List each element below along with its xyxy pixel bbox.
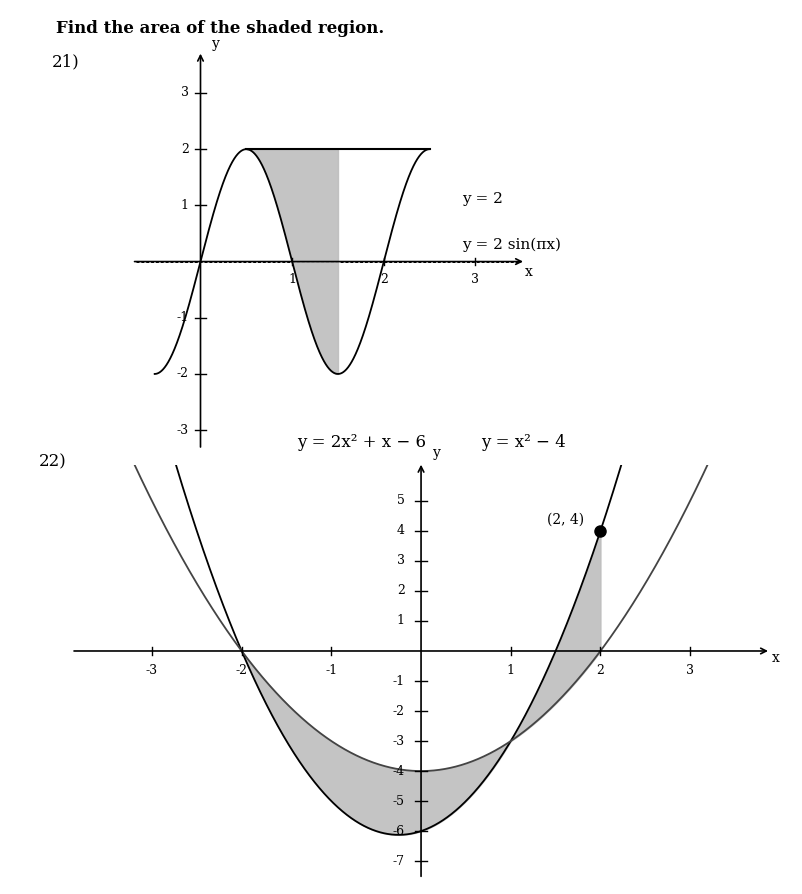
Text: 5: 5 <box>397 494 405 508</box>
Text: 3: 3 <box>397 554 405 568</box>
Text: y = 2 sin(πx): y = 2 sin(πx) <box>462 238 561 252</box>
Text: 1: 1 <box>288 273 296 286</box>
Text: 4: 4 <box>397 525 405 537</box>
Text: x: x <box>772 652 780 665</box>
Text: -3: -3 <box>393 735 405 747</box>
Text: 3: 3 <box>687 663 695 677</box>
Text: 3: 3 <box>472 273 480 286</box>
Text: 2: 2 <box>380 273 387 286</box>
Text: -7: -7 <box>393 855 405 867</box>
Text: Find the area of the shaded region.: Find the area of the shaded region. <box>56 20 384 37</box>
Text: -1: -1 <box>393 674 405 687</box>
Text: y = 2x² + x − 6: y = 2x² + x − 6 <box>297 434 426 451</box>
Text: -3: -3 <box>176 424 188 436</box>
Text: -2: -2 <box>236 663 248 677</box>
Text: y: y <box>433 446 440 460</box>
Text: 22): 22) <box>38 453 67 470</box>
Text: -1: -1 <box>176 311 188 325</box>
Text: -2: -2 <box>393 704 405 718</box>
Text: -6: -6 <box>393 824 405 838</box>
Text: 1: 1 <box>180 198 188 212</box>
Text: y: y <box>213 37 221 51</box>
Text: 1: 1 <box>397 614 405 628</box>
Text: -3: -3 <box>146 663 158 677</box>
Text: -5: -5 <box>393 795 405 807</box>
Text: 21): 21) <box>52 54 80 71</box>
Text: y = 2: y = 2 <box>462 191 503 206</box>
Text: y = x² − 4: y = x² − 4 <box>481 434 566 451</box>
Text: 2: 2 <box>597 663 605 677</box>
Text: -4: -4 <box>393 764 405 778</box>
Text: -1: -1 <box>326 663 338 677</box>
Text: 1: 1 <box>507 663 515 677</box>
Text: 2: 2 <box>180 143 188 156</box>
Text: 2: 2 <box>397 585 405 597</box>
Text: 3: 3 <box>180 87 188 99</box>
Text: (2, 4): (2, 4) <box>547 512 584 527</box>
Text: x: x <box>525 265 533 279</box>
Text: -2: -2 <box>176 367 188 381</box>
